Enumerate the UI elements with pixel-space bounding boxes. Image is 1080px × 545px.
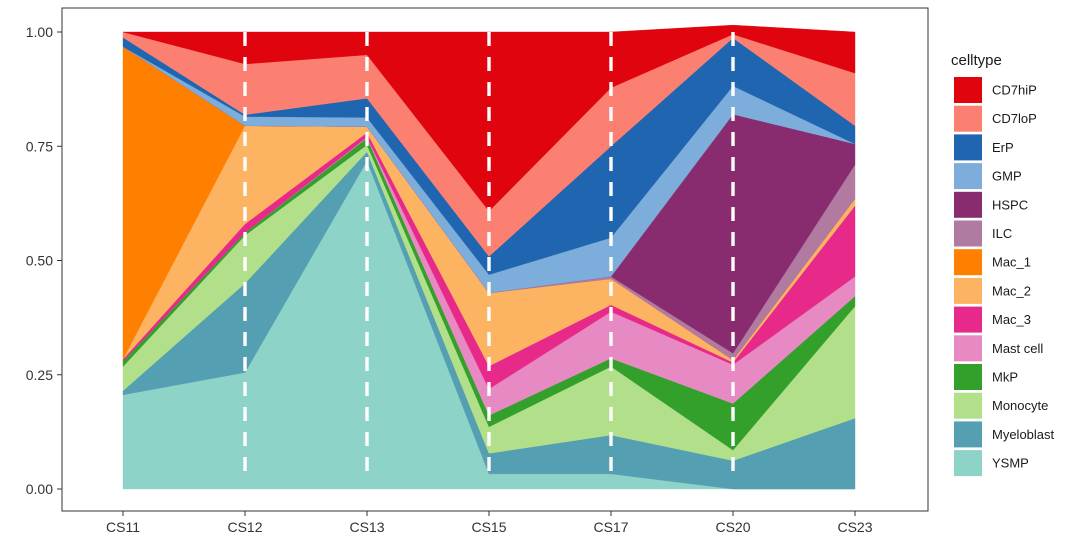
legend-swatch-mac-2 [954, 277, 982, 304]
x-tick-label-cs17: CS17 [593, 519, 628, 535]
legend-swatch-mast-cell [954, 335, 982, 362]
legend-label-cd7lop: CD7loP [992, 111, 1037, 126]
x-tick-label-cs11: CS11 [106, 519, 140, 535]
legend-swatch-mkp [954, 364, 982, 390]
legend-label-erp: ErP [992, 140, 1014, 155]
y-tick-label: 0.75 [26, 138, 53, 154]
legend-label-mac-3: Mac_3 [992, 312, 1031, 327]
y-tick-label: 0.50 [26, 253, 53, 269]
legend-label-myeloblast: Myeloblast [992, 427, 1055, 442]
legend-swatch-gmp [954, 163, 982, 190]
y-tick-label: 1.00 [26, 24, 53, 40]
legend-label-hspc: HSPC [992, 197, 1028, 212]
legend-label-mac-1: Mac_1 [992, 255, 1031, 270]
legend-swatch-erp [954, 134, 982, 161]
x-axis: CS11 CS12 CS13 CS15 CS17 CS20 CS23 [106, 511, 873, 535]
legend-swatch-cd7hip [954, 77, 982, 103]
y-tick-label: 0.00 [26, 481, 53, 497]
legend-swatch-ysmp [954, 450, 982, 477]
x-tick-label-cs23: CS23 [837, 519, 872, 535]
legend-swatch-hspc [954, 191, 982, 218]
legend-label-mast-cell: Mast cell [992, 341, 1043, 356]
legend-label-monocyte: Monocyte [992, 398, 1048, 413]
legend-label-mkp: MkP [992, 370, 1018, 385]
legend-swatch-mac-3 [954, 306, 982, 333]
y-axis: 0.00 0.25 0.50 0.75 1.00 [26, 24, 62, 497]
legend-swatch-mac-1 [954, 249, 982, 276]
legend-swatch-myeloblast [954, 421, 982, 448]
legend-swatch-monocyte [954, 392, 982, 419]
x-tick-label-cs13: CS13 [349, 519, 384, 535]
legend-label-mac-2: Mac_2 [992, 283, 1031, 298]
plot-panel-border [61, 7, 929, 512]
legend-label-ysmp: YSMP [992, 456, 1029, 471]
legend-label-ilc: ILC [992, 226, 1012, 241]
x-tick-label-cs20: CS20 [715, 519, 750, 535]
legend: celltype CD7hiP CD7loP ErP GMP HSPC ILC Mac_1 M… [951, 52, 1055, 477]
legend-swatch-cd7lop [954, 105, 982, 132]
legend-title: celltype [951, 52, 1002, 69]
legend-label-gmp: GMP [992, 169, 1022, 184]
y-tick-label: 0.25 [26, 367, 53, 383]
legend-swatch-ilc [954, 220, 982, 247]
legend-label-cd7hip: CD7hiP [992, 83, 1037, 98]
x-tick-label-cs12: CS12 [227, 519, 262, 535]
x-tick-label-cs15: CS15 [471, 519, 506, 535]
